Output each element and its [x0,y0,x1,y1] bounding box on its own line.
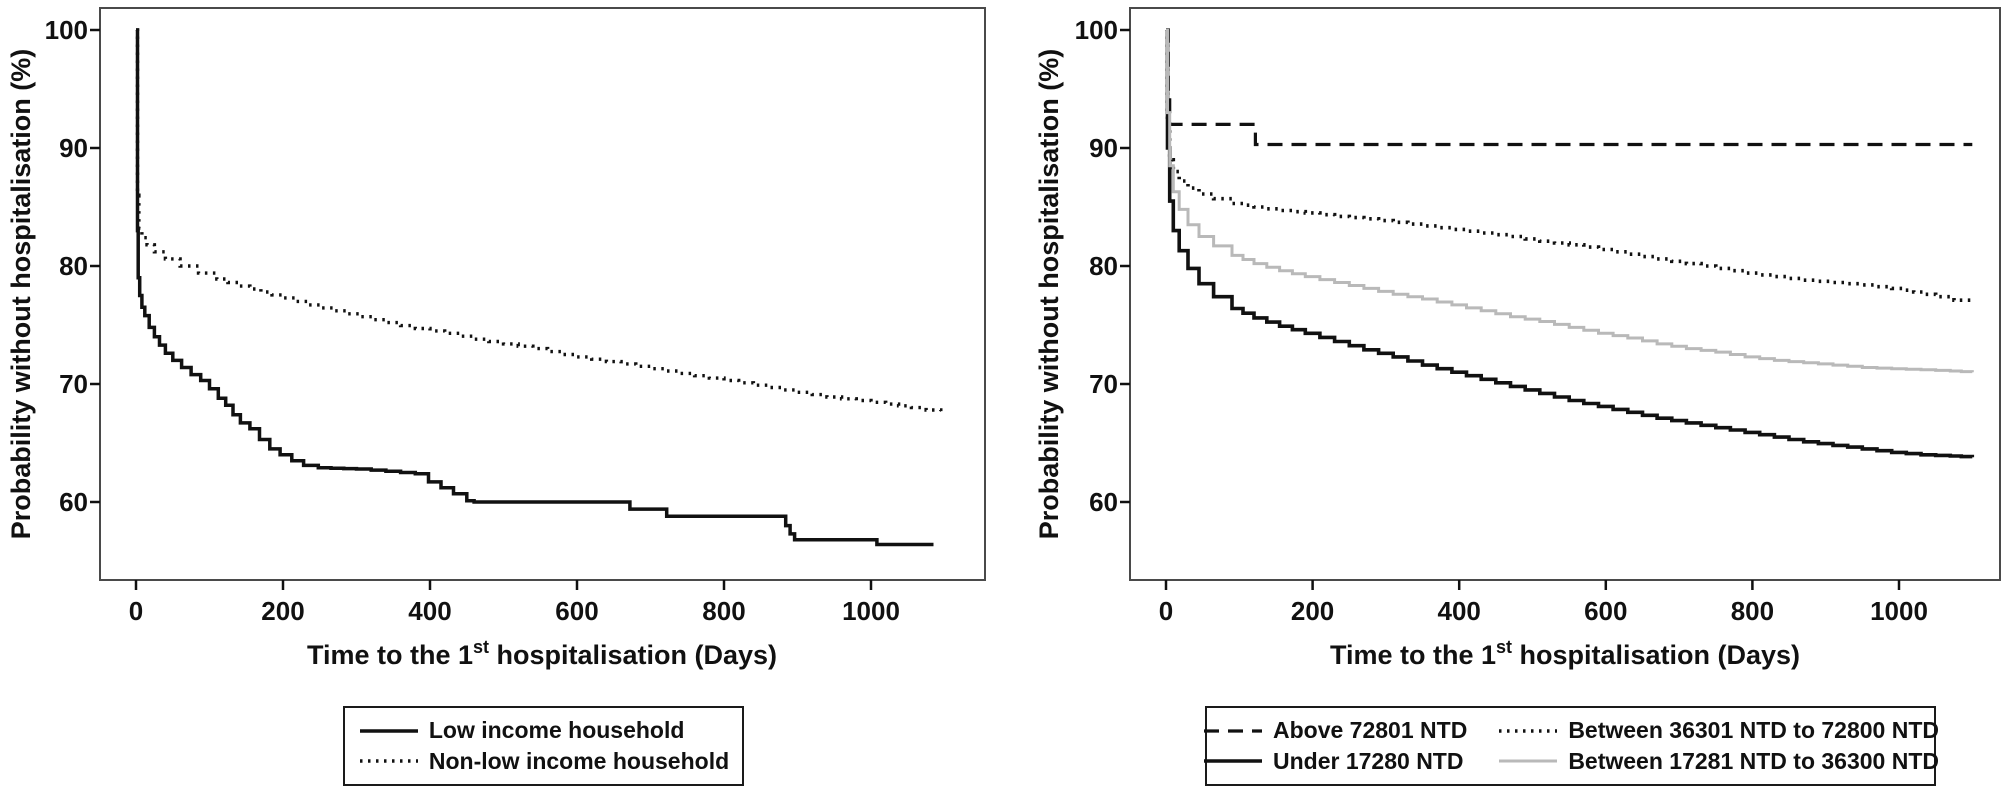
solid-line-sample-icon [1204,759,1262,764]
legend-entry-low-income-household: Low income household [358,715,729,746]
legend-entry-under-17280-ntd: Under 17280 NTD [1202,746,1467,777]
legend-label: Between 36301 NTD to 72800 NTD [1568,717,1940,744]
y-tick-label: 80 [59,251,88,281]
legend-entry-non-low-income-household: Non-low income household [358,746,729,777]
x-tick-label: 600 [555,596,598,626]
x-tick-label: 600 [1584,596,1627,626]
curve-low-income-household [135,28,934,547]
solid-line-sample-icon [359,728,418,733]
x-tick-label: 400 [1438,596,1481,626]
legend-label: Under 17280 NTD [1273,748,1464,774]
legend-entry-between-36301-ntd-to-72800-ntd: Between 36301 NTD to 72800 NTD [1497,715,1939,746]
y-tick-label: 90 [1089,133,1118,163]
x-tick-label: 400 [408,596,451,626]
y-tick-label: 90 [59,133,88,163]
x-tick-label: 800 [1731,596,1774,626]
legend-label: Low income household [428,717,685,744]
legend-label: Non-low income household [428,748,730,774]
y-tick-label: 60 [1089,487,1118,517]
y-tick-label: 100 [1075,15,1118,45]
solid-line-sample-icon [1499,759,1558,763]
x-tick-label: 200 [1291,596,1334,626]
x-tick-label: 0 [1159,596,1173,626]
plot-box-right [1129,7,2001,581]
legend-entry-above-72801-ntd: Above 72801 NTD [1202,715,1467,746]
legend-entry-between-17281-ntd-to-36300-ntd: Between 17281 NTD to 36300 NTD [1497,746,1939,777]
y-tick-label: 100 [45,15,88,45]
curve-under-17280-ntd [1165,28,1975,459]
curve-above-72801-ntd [1166,28,1973,147]
x-tick-label: 0 [129,596,143,626]
legend-label: Above 72801 NTD [1273,717,1468,744]
curve-non-low-income-household [135,28,943,412]
y-axis-label: Probability without hospitalisation (%) [1034,49,1064,540]
x-axis-label: Time to the 1st hospitalisation (Days) [1330,637,1800,670]
dashed-line-sample-icon [1204,729,1262,733]
legend-left-income-groups: Low income household Non-low income house… [343,706,744,786]
legend-right-income-groups: Above 72801 NTD Between 36301 NTD to 7280… [1202,706,1939,786]
plot-box-left [99,7,986,581]
dotted-line-sample-icon [359,759,418,764]
curve-between-36301-ntd-to-72800-ntd [1165,28,1975,303]
y-tick-label: 70 [59,369,88,399]
curve-between-17281-ntd-to-36300-ntd [1166,28,1974,374]
y-tick-label: 70 [1089,369,1118,399]
x-axis-label: Time to the 1st hospitalisation (Days) [307,637,777,670]
x-tick-label: 200 [261,596,304,626]
y-tick-label: 80 [1089,251,1118,281]
x-tick-label: 1000 [1870,596,1928,626]
y-axis-label: Probability without hospitalisation (%) [6,49,36,540]
y-tick-label: 60 [59,487,88,517]
x-tick-label: 800 [702,596,745,626]
x-tick-label: 1000 [842,596,900,626]
legend-label: Between 17281 NTD to 36300 NTD [1568,748,1940,774]
dotted-line-sample-icon [1499,728,1558,733]
